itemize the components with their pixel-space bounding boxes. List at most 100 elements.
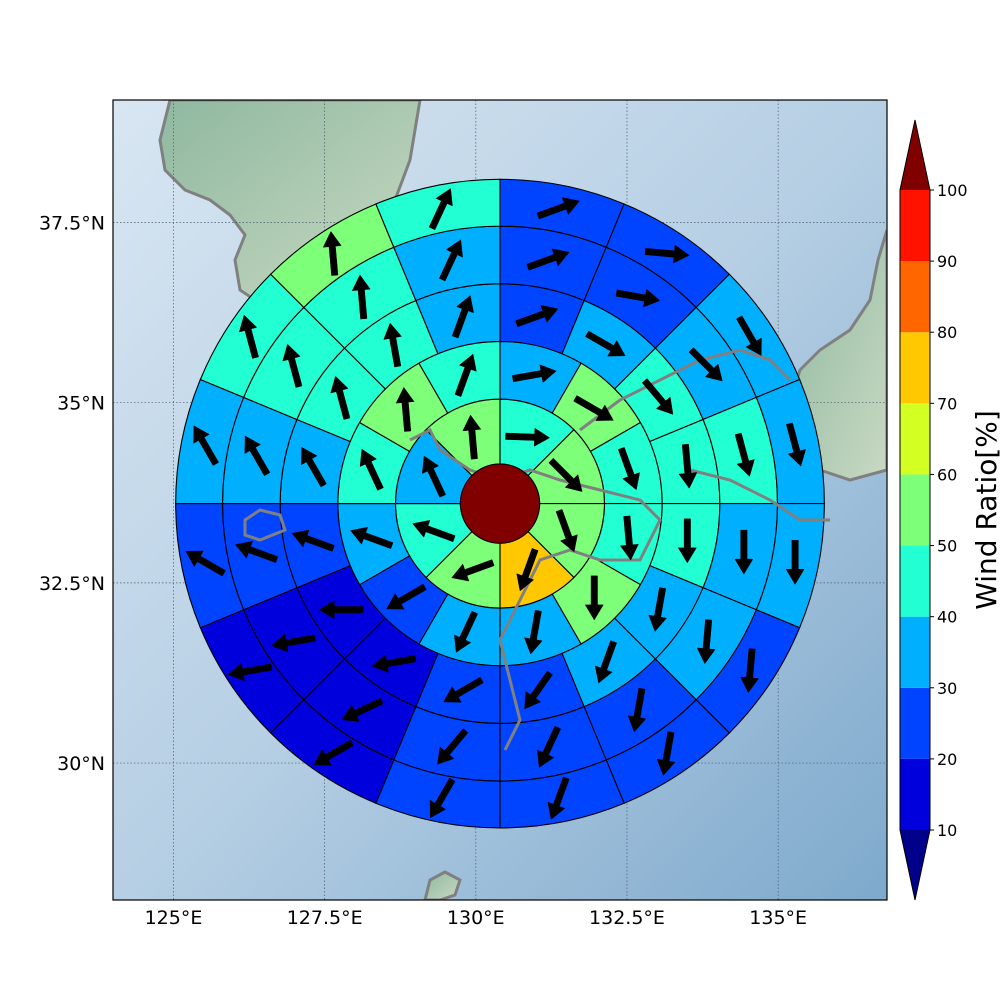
wind-arrow	[648, 587, 667, 632]
y-tick-label: 35°N	[57, 393, 105, 415]
wind-arrow	[547, 776, 570, 820]
colorbar-segment	[900, 332, 930, 404]
wind-arrow	[271, 633, 316, 653]
wind-arrow	[412, 520, 456, 543]
colorbar-tick-label: 20	[937, 750, 957, 769]
colorbar-tick-label: 50	[937, 537, 957, 556]
colorbar-segment	[900, 687, 930, 759]
wind-arrow	[537, 725, 562, 768]
colorbar-segment	[900, 616, 930, 688]
wind-arrow	[428, 188, 453, 231]
wind-arrow	[383, 322, 403, 368]
wind-arrow	[462, 414, 482, 460]
wind-arrows	[186, 189, 806, 820]
wind-arrow	[371, 654, 417, 673]
colorbar-segment	[900, 545, 930, 617]
x-tick-labels: 125°E 127.5°E 130°E 132.5°E 135°E	[145, 907, 807, 929]
wind-arrow	[330, 375, 351, 420]
x-tick-label: 125°E	[145, 907, 203, 929]
wind-arrow	[555, 509, 578, 553]
wind-arrow	[526, 248, 570, 271]
wind-arrow	[524, 609, 543, 655]
wind-arrow	[536, 197, 580, 220]
wind-arrow	[734, 529, 754, 575]
colorbar: 10 20 30 40 50 60 70 80 90 100	[899, 119, 968, 901]
wind-arrow	[443, 676, 484, 703]
wind-arrow	[185, 550, 226, 577]
colorbar-segment	[900, 403, 930, 475]
colorbar-tick-label: 70	[937, 394, 957, 413]
colorbar-tick-label: 90	[937, 252, 957, 271]
wind-arrow	[615, 288, 661, 308]
wind-arrow	[244, 435, 271, 477]
wind-arrow	[318, 600, 364, 620]
wind-arrow	[524, 670, 553, 710]
colorbar-tick-label: 10	[937, 821, 957, 840]
colorbar-under-arrow	[900, 830, 930, 900]
wind-arrow	[437, 728, 469, 765]
wind-arrow	[627, 687, 647, 733]
wind-arrow	[313, 739, 354, 766]
x-tick-label: 130°E	[447, 907, 505, 929]
wind-arrow	[451, 295, 474, 339]
wind-arrow	[511, 364, 557, 383]
wind-arrow	[291, 529, 335, 552]
colorbar-tick-label: 100	[937, 181, 968, 200]
wind-arrow	[785, 540, 805, 585]
x-tick-label: 132.5°E	[589, 907, 665, 929]
colorbar-label: Wind Ratio[%]	[970, 410, 1000, 610]
center-disk	[459, 463, 541, 544]
wind-arrow	[351, 274, 371, 320]
wind-arrow	[584, 575, 604, 621]
wind-arrow	[515, 305, 559, 328]
wind-arrow	[234, 540, 279, 563]
wind-arrow	[786, 422, 806, 467]
wind-arrow	[227, 662, 273, 682]
wind-arrow	[677, 518, 697, 564]
wind-arrow	[641, 378, 674, 415]
y-tick-labels: 30°N 32.5°N 35°N 37.5°N	[39, 213, 105, 776]
y-tick-label: 32.5°N	[39, 573, 105, 595]
land-island	[423, 870, 462, 900]
wind-arrow	[696, 619, 716, 665]
wind-arrow	[644, 244, 690, 264]
wind-arrow	[282, 343, 303, 388]
wind-arrow	[438, 239, 463, 282]
wind-arrow	[451, 559, 495, 582]
wind-arrow	[454, 610, 479, 653]
wind-arrow	[350, 526, 394, 549]
y-tick-label: 30°N	[57, 753, 105, 775]
wind-arrow	[619, 515, 639, 561]
x-tick-label: 127.5°E	[287, 907, 363, 929]
colorbar-tick-label: 30	[937, 679, 957, 698]
land-korea	[158, 100, 422, 302]
wind-arrow	[429, 777, 456, 819]
colorbar-segment	[900, 474, 930, 546]
wind-arrow	[386, 583, 427, 610]
wind-arrow	[585, 330, 626, 357]
wind-arrow	[736, 315, 762, 356]
wind-arrow	[395, 386, 415, 432]
wind-arrow	[359, 448, 384, 491]
x-tick-label: 135°E	[749, 907, 807, 929]
colorbar-segment	[900, 261, 930, 333]
wind-arrow	[516, 548, 539, 592]
wind-arrow	[656, 731, 676, 776]
wind-arrow	[322, 231, 342, 276]
colorbar-over-arrow	[900, 120, 930, 190]
wind-arrow	[422, 455, 446, 498]
wind-arrow	[301, 446, 327, 488]
colorbar-tick-label: 80	[937, 323, 957, 342]
colorbar-segment	[900, 758, 930, 830]
wind-arrow	[594, 640, 617, 684]
wind-arrow	[454, 353, 477, 397]
colorbar-tick-label: 60	[937, 465, 957, 484]
wind-arrow	[617, 447, 640, 491]
plot-frame	[112, 99, 888, 901]
wind-arrow	[193, 425, 219, 466]
colorbar-tick-label: 40	[937, 608, 957, 627]
colorbar-segment	[900, 190, 930, 262]
wind-arrow	[341, 697, 384, 722]
wind-arrow	[688, 347, 723, 382]
